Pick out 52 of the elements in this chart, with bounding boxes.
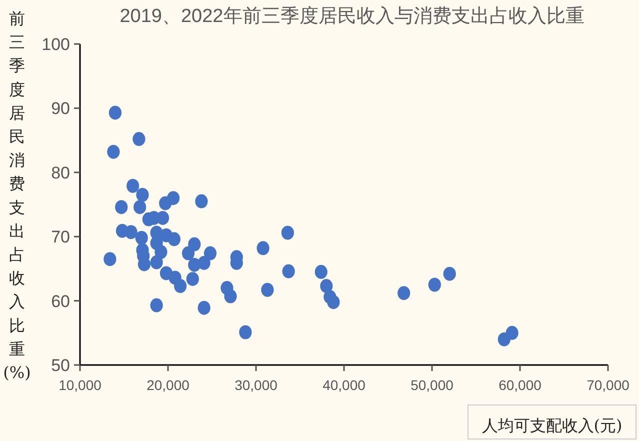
- chart-title: 2019、2022年前三季度居民收入与消费支出占收入比重: [120, 5, 584, 27]
- point: [198, 300, 210, 315]
- point: [150, 298, 163, 312]
- point: [261, 282, 274, 297]
- point: [224, 289, 237, 304]
- point: [154, 245, 168, 260]
- point: [134, 200, 146, 214]
- y-tick-label: 90: [51, 99, 70, 118]
- point: [136, 188, 149, 202]
- point: [398, 286, 410, 300]
- y-tick-label: 80: [51, 163, 70, 182]
- point: [115, 200, 128, 214]
- y-tick-label: 60: [51, 292, 70, 311]
- point: [506, 326, 518, 340]
- point: [174, 279, 187, 294]
- point: [443, 266, 456, 281]
- point: [107, 144, 120, 159]
- point: [188, 237, 201, 252]
- x-tick-label: 10,000: [58, 377, 102, 393]
- point: [156, 210, 170, 225]
- point: [239, 325, 252, 340]
- point: [166, 191, 180, 206]
- point: [314, 264, 328, 279]
- point: [168, 232, 180, 246]
- point: [256, 241, 270, 256]
- point: [320, 279, 333, 294]
- point: [124, 225, 138, 240]
- point: [281, 226, 294, 240]
- point: [195, 194, 208, 208]
- point: [135, 230, 148, 245]
- x-tick-label: 40,000: [322, 377, 366, 393]
- y-tick-label: 100: [42, 35, 70, 54]
- point: [150, 255, 163, 270]
- text: 前三季度居民消费支出占收入比重(%): [3, 9, 31, 382]
- point: [186, 272, 199, 286]
- point: [198, 256, 210, 270]
- y-tick-label: 50: [51, 356, 70, 375]
- x-tick-label: 70,000: [586, 377, 630, 393]
- x-tick-label: 50,000: [410, 377, 454, 393]
- point: [126, 178, 140, 193]
- y-tick-label: 70: [51, 228, 70, 247]
- point: [327, 295, 340, 310]
- point: [282, 264, 295, 278]
- x-tick-label: 60,000: [498, 377, 542, 393]
- point: [108, 106, 122, 120]
- point: [204, 246, 217, 260]
- point: [428, 278, 441, 292]
- x-axis-title: 人均可支配收入(元): [482, 416, 622, 435]
- point: [132, 132, 146, 146]
- point: [104, 252, 116, 266]
- x-tick-label: 30,000: [234, 377, 278, 393]
- x-tick-label: 20,000: [146, 377, 190, 393]
